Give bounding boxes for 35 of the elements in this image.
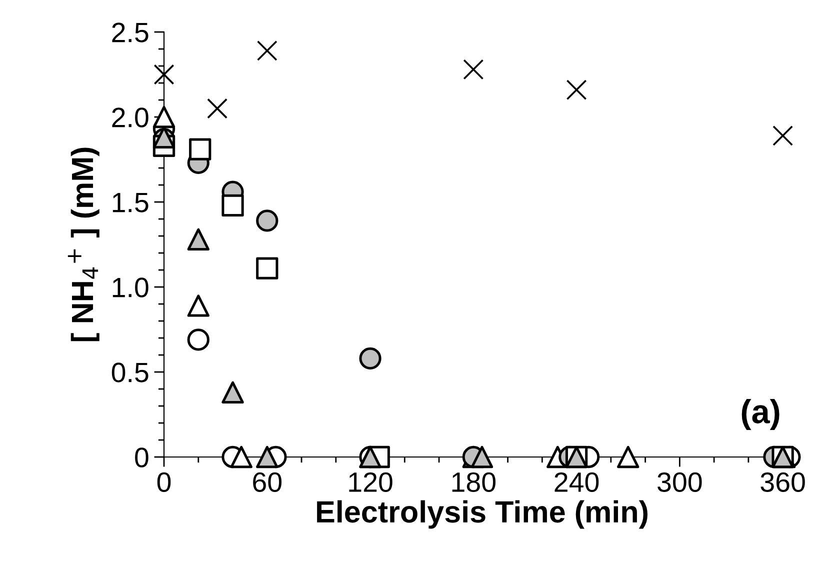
- point: [230, 446, 252, 468]
- point: [256, 210, 278, 232]
- annotation: (a): [742, 398, 780, 430]
- x-tick-label: 360: [760, 472, 805, 492]
- point: [359, 347, 382, 370]
- y-tick-label: 0: [135, 448, 148, 468]
- y-tick-label: 1.0: [112, 278, 148, 298]
- point: [222, 194, 244, 216]
- x-axis-title: Electrolysis Time (min): [317, 500, 648, 529]
- point: [463, 59, 484, 80]
- x-tick-label: 120: [349, 472, 392, 492]
- point: [256, 257, 278, 280]
- point: [207, 98, 228, 119]
- y-axis-title: [ NH$_{4}$$^{+}$ ] (mM): [68, 148, 100, 342]
- point: [189, 138, 212, 160]
- point: [187, 228, 210, 250]
- y-tick-label: 0.5: [112, 362, 148, 382]
- point: [566, 80, 587, 100]
- y-tick-label: 1.5: [112, 192, 148, 212]
- point: [187, 328, 210, 351]
- x-tick-label: 0: [157, 472, 171, 492]
- point: [617, 446, 640, 468]
- point: [772, 125, 794, 146]
- x-tick-label: 180: [452, 472, 496, 492]
- x-tick-label: 240: [554, 472, 599, 492]
- point: [187, 294, 210, 317]
- y-tick-label: 2.5: [112, 22, 148, 42]
- point: [256, 40, 278, 61]
- point: [154, 64, 174, 85]
- x-tick-label: 300: [658, 472, 702, 492]
- point: [256, 446, 278, 468]
- point: [470, 446, 494, 468]
- y-tick-label: 2.0: [112, 108, 148, 128]
- point: [222, 381, 244, 404]
- x-tick-label: 60: [253, 472, 282, 492]
